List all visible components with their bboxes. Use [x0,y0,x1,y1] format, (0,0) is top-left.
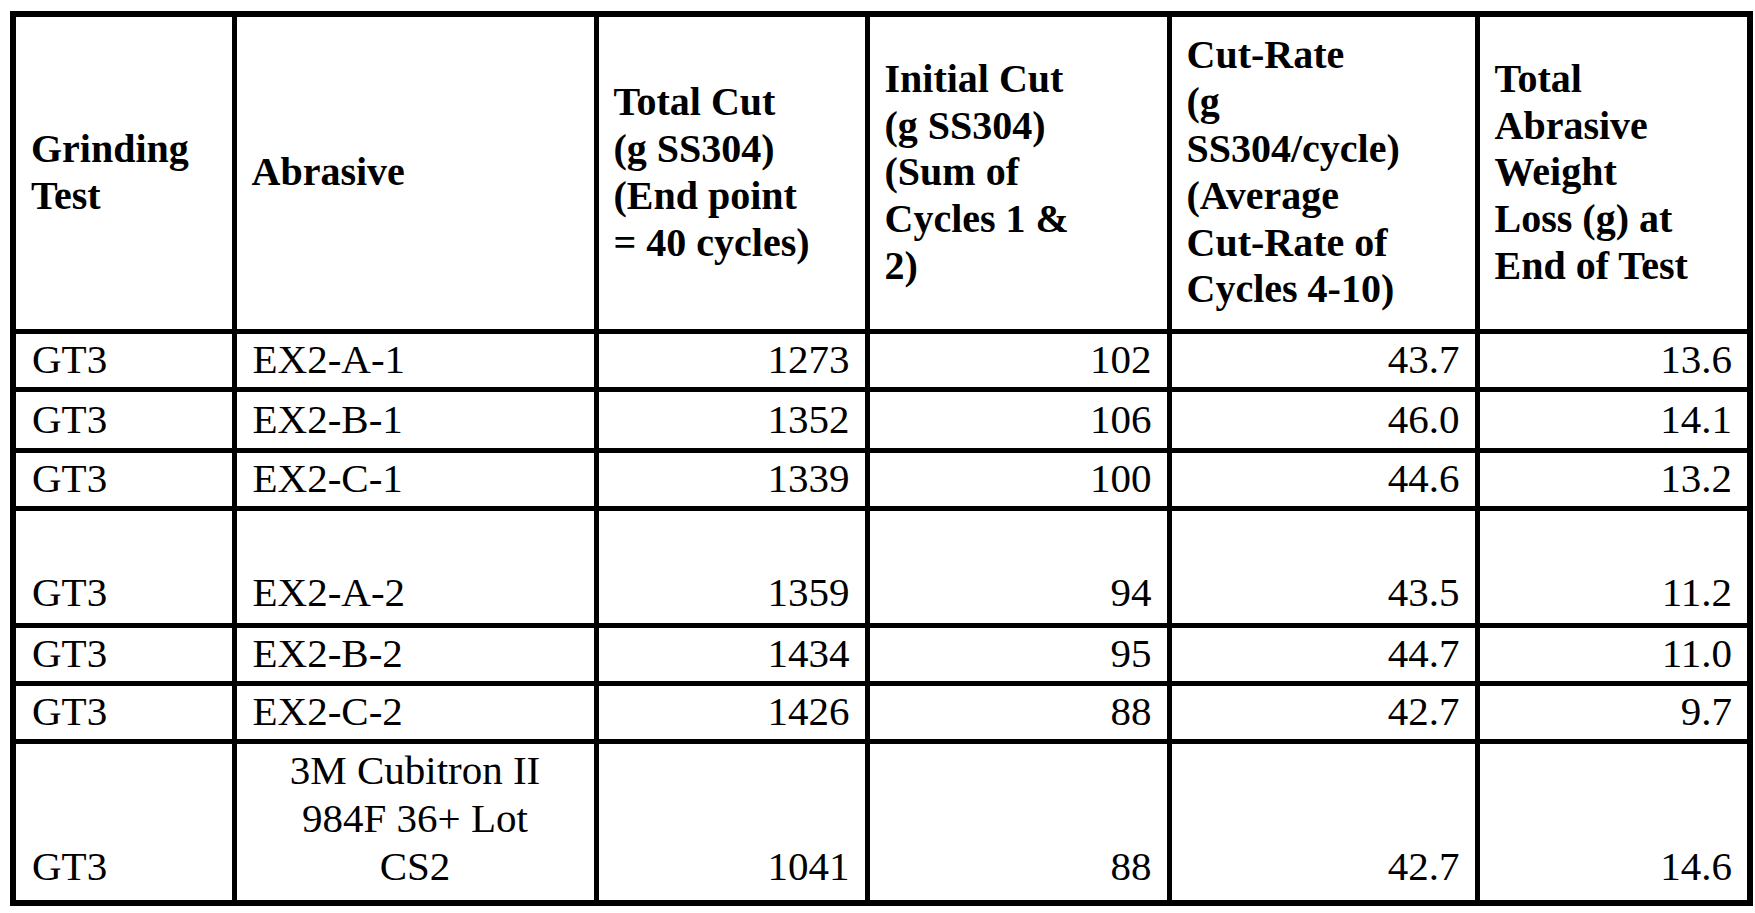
cell-total-cut: 1359 [596,508,867,625]
table-row: GT3 EX2-C-1 1339 100 44.6 13.2 [13,450,1750,508]
cell-weight-loss: 14.6 [1477,741,1750,903]
table-row: GT3 EX2-B-1 1352 106 46.0 14.1 [13,389,1750,450]
cell-initial-cut: 88 [867,683,1169,741]
cell-weight-loss: 13.2 [1477,450,1750,508]
cell-cut-rate: 42.7 [1169,683,1477,741]
cell-total-cut: 1426 [596,683,867,741]
cell-cut-rate: 43.5 [1169,508,1477,625]
grinding-test-results-table: Grinding Test Abrasive Total Cut (g SS30… [10,11,1753,906]
document-page: Grinding Test Abrasive Total Cut (g SS30… [0,0,1755,913]
cell-cut-rate: 44.6 [1169,450,1477,508]
cell-weight-loss: 9.7 [1477,683,1750,741]
cell-total-cut: 1434 [596,625,867,683]
cell-abrasive: EX2-A-2 [234,508,596,625]
table-row: GT3 EX2-A-2 1359 94 43.5 11.2 [13,508,1750,625]
cell-weight-loss: 11.2 [1477,508,1750,625]
cell-cut-rate: 42.7 [1169,741,1477,903]
cell-initial-cut: 95 [867,625,1169,683]
cell-cut-rate: 44.7 [1169,625,1477,683]
cell-grinding-test: GT3 [13,683,234,741]
col-header-cut-rate: Cut-Rate (g SS304/cycle) (Average Cut-Ra… [1169,14,1477,331]
table-row: GT3 3M Cubitron II 984F 36+ Lot CS2 1041… [13,741,1750,903]
cell-abrasive: 3M Cubitron II 984F 36+ Lot CS2 [234,741,596,903]
cell-total-cut: 1339 [596,450,867,508]
cell-abrasive: EX2-A-1 [234,331,596,389]
cell-weight-loss: 11.0 [1477,625,1750,683]
cell-cut-rate: 43.7 [1169,331,1477,389]
col-header-total-cut: Total Cut (g SS304) (End point = 40 cycl… [596,14,867,331]
cell-grinding-test: GT3 [13,625,234,683]
cell-total-cut: 1273 [596,331,867,389]
table-row: GT3 EX2-A-1 1273 102 43.7 13.6 [13,331,1750,389]
cell-grinding-test: GT3 [13,508,234,625]
cell-total-cut: 1041 [596,741,867,903]
cell-initial-cut: 100 [867,450,1169,508]
cell-initial-cut: 102 [867,331,1169,389]
col-header-initial-cut: Initial Cut (g SS304) (Sum of Cycles 1 &… [867,14,1169,331]
header-row: Grinding Test Abrasive Total Cut (g SS30… [13,14,1750,331]
col-header-grinding-test: Grinding Test [13,14,234,331]
cell-initial-cut: 106 [867,389,1169,450]
cell-abrasive: EX2-B-1 [234,389,596,450]
cell-grinding-test: GT3 [13,741,234,903]
cell-grinding-test: GT3 [13,450,234,508]
cell-abrasive: EX2-C-2 [234,683,596,741]
cell-weight-loss: 13.6 [1477,331,1750,389]
col-header-abrasive: Abrasive [234,14,596,331]
col-header-weight-loss: Total Abrasive Weight Loss (g) at End of… [1477,14,1750,331]
cell-abrasive: EX2-C-1 [234,450,596,508]
cell-weight-loss: 14.1 [1477,389,1750,450]
cell-grinding-test: GT3 [13,389,234,450]
cell-cut-rate: 46.0 [1169,389,1477,450]
cell-abrasive: EX2-B-2 [234,625,596,683]
table-row: GT3 EX2-C-2 1426 88 42.7 9.7 [13,683,1750,741]
cell-grinding-test: GT3 [13,331,234,389]
table-row: GT3 EX2-B-2 1434 95 44.7 11.0 [13,625,1750,683]
cell-initial-cut: 94 [867,508,1169,625]
cell-initial-cut: 88 [867,741,1169,903]
cell-total-cut: 1352 [596,389,867,450]
